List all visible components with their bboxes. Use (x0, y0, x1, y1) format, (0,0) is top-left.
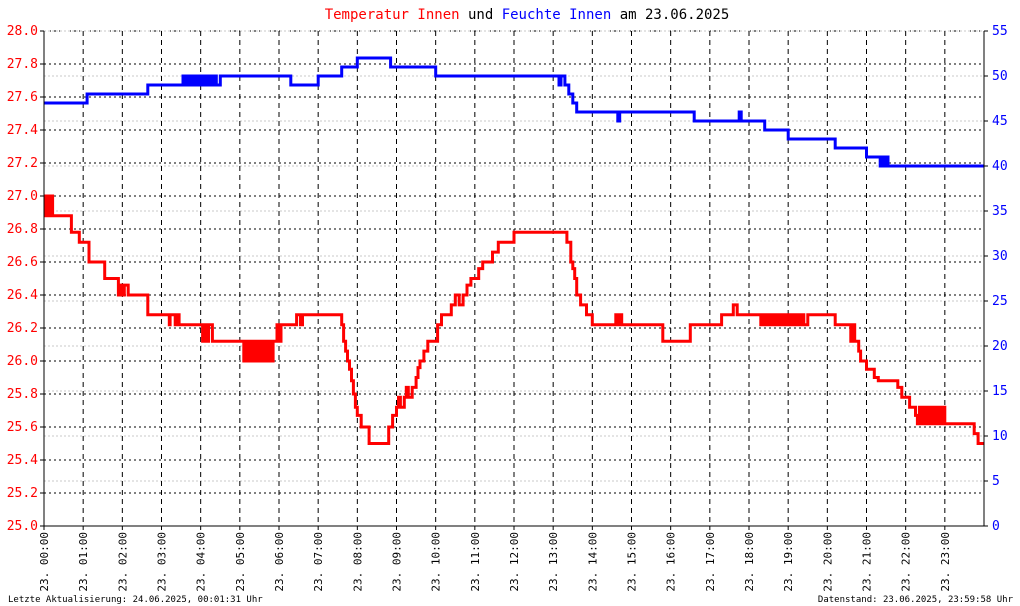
x-tick-label: 23. 20:00 (821, 532, 834, 592)
x-tick-label: 23. 05:00 (234, 532, 247, 592)
y-axis-right-ticks: 0 5 10 15 20 25 30 35 40 45 50 55 (984, 24, 1008, 534)
series-layer (44, 56, 984, 445)
x-tick-label: 23. 14:00 (586, 532, 599, 592)
x-tick-label: 23. 03:00 (156, 532, 169, 592)
y-left-tick-label: 26.2 (7, 321, 38, 336)
y-left-tick-label: 27.6 (7, 90, 38, 105)
y-right-tick-label: 25 (992, 294, 1008, 309)
y-right-tick-label: 0 (992, 519, 1000, 534)
y-right-tick-label: 10 (992, 429, 1008, 444)
y-left-tick-label: 28.0 (7, 24, 38, 39)
y-left-tick-label: 25.8 (7, 387, 38, 402)
x-tick-label: 23. 08:00 (351, 532, 364, 592)
title-date: am 23.06.2025 (611, 7, 729, 23)
series-line-humidity (44, 56, 984, 168)
y-right-tick-label: 20 (992, 339, 1008, 354)
y-right-tick-label: 15 (992, 384, 1008, 399)
chart-title: Temperatur Innen und Feuchte Innen am 23… (325, 7, 730, 23)
x-tick-label: 23. 00:00 (38, 532, 51, 592)
y-left-tick-label: 25.4 (7, 453, 38, 468)
y-left-tick-label: 25.0 (7, 519, 38, 534)
y-right-tick-label: 40 (992, 159, 1008, 174)
y-left-tick-label: 25.2 (7, 486, 38, 501)
x-tick-label: 23. 07:00 (312, 532, 325, 592)
x-tick-label: 23. 16:00 (665, 532, 678, 592)
x-tick-label: 23. 09:00 (391, 532, 404, 592)
x-tick-label: 23. 11:00 (469, 532, 482, 592)
y-right-tick-label: 50 (992, 69, 1008, 84)
y-left-tick-label: 26.6 (7, 255, 38, 270)
x-tick-label: 23. 13:00 (547, 532, 560, 592)
title-and: und (460, 7, 502, 23)
x-tick-label: 23. 04:00 (195, 532, 208, 592)
y-left-tick-label: 26.8 (7, 222, 38, 237)
x-tick-label: 23. 15:00 (626, 532, 639, 592)
x-tick-label: 23. 02:00 (116, 532, 129, 592)
y-left-tick-label: 25.6 (7, 420, 38, 435)
y-left-tick-label: 27.2 (7, 156, 38, 171)
title-humidity: Feuchte Innen (502, 7, 612, 23)
y-right-tick-label: 30 (992, 249, 1008, 264)
x-tick-label: 23. 10:00 (430, 532, 443, 592)
y-left-tick-label: 27.0 (7, 189, 38, 204)
x-tick-label: 23. 01:00 (77, 532, 90, 592)
x-tick-label: 23. 22:00 (900, 532, 913, 592)
y-left-tick-label: 26.0 (7, 354, 38, 369)
series-line-temperature (44, 194, 984, 445)
x-tick-label: 23. 17:00 (704, 532, 717, 592)
x-tick-label: 23. 21:00 (861, 532, 874, 592)
title-temperature: Temperatur Innen (325, 7, 460, 23)
x-tick-label: 23. 19:00 (782, 532, 795, 592)
x-tick-label: 23. 18:00 (743, 532, 756, 592)
y-right-tick-label: 55 (992, 24, 1008, 39)
y-right-tick-label: 35 (992, 204, 1008, 219)
footer-data-status: Datenstand: 23.06.2025, 23:59:58 Uhr (818, 595, 1014, 605)
y-right-tick-label: 5 (992, 474, 1000, 489)
footer-last-update: Letzte Aktualisierung: 24.06.2025, 00:01… (8, 595, 263, 605)
x-tick-label: 23. 06:00 (273, 532, 286, 592)
y-right-tick-label: 45 (992, 114, 1008, 129)
y-left-tick-label: 27.8 (7, 57, 38, 72)
y-axis-left-ticks: 25.0 25.2 25.4 25.6 25.8 26.0 26.2 26.4 26.6 26.8… (7, 24, 44, 534)
x-tick-label: 23. 12:00 (508, 532, 521, 592)
y-left-tick-label: 27.4 (7, 123, 38, 138)
x-axis-ticks: 23. 00:00 23. 01:00 23. 02:00 23. 03:00 23. … (38, 526, 952, 592)
y-left-tick-label: 26.4 (7, 288, 38, 303)
x-tick-label: 23. 23:00 (939, 532, 952, 592)
